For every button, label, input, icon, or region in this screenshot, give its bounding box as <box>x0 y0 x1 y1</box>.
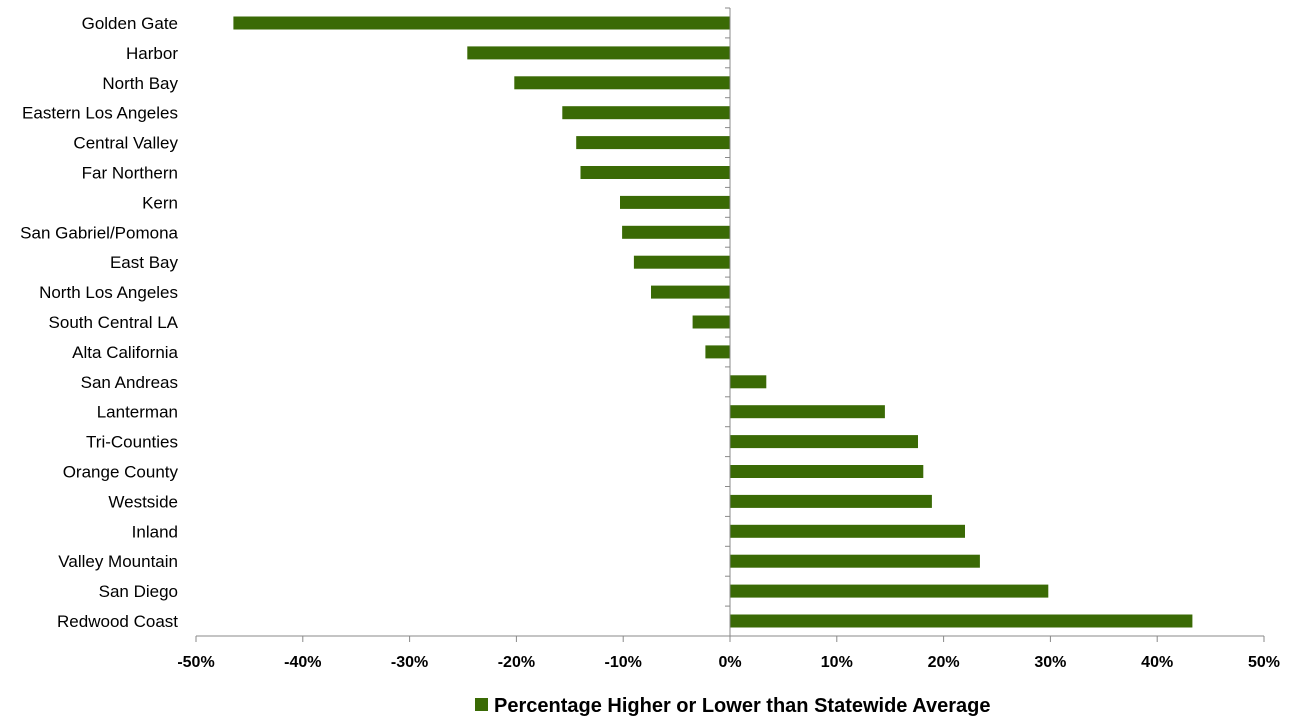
bar-orange-county <box>730 465 924 478</box>
category-label: Lanterman <box>97 403 178 422</box>
category-label: Alta California <box>72 343 178 362</box>
category-label: Central Valley <box>73 134 178 153</box>
bar-valley-mountain <box>730 554 980 568</box>
x-tick-label: -50% <box>177 654 214 671</box>
category-label: San Diego <box>99 582 178 601</box>
category-label: Kern <box>142 193 178 212</box>
legend-swatch <box>475 698 488 711</box>
bar-san-diego <box>730 584 1049 598</box>
category-label: Inland <box>132 522 178 541</box>
bar-westside <box>730 494 932 508</box>
bar-alta-california <box>705 345 730 359</box>
bar-lanterman <box>730 405 885 419</box>
category-label: North Los Angeles <box>39 283 178 302</box>
x-tick-label: 20% <box>928 654 960 671</box>
category-label: San Gabriel/Pomona <box>20 223 178 242</box>
category-label: North Bay <box>102 74 178 93</box>
bar-harbor <box>467 46 730 60</box>
bar-eastern-los-angeles <box>562 106 730 120</box>
legend-label: Percentage Higher or Lower than Statewid… <box>494 695 990 716</box>
bar-redwood-coast <box>730 614 1193 628</box>
x-tick-label: -10% <box>605 654 642 671</box>
bars-group <box>233 16 1193 628</box>
category-label: Golden Gate <box>82 14 178 33</box>
bar-east-bay <box>633 255 730 269</box>
category-label: Redwood Coast <box>57 612 178 631</box>
bar-central-valley <box>576 136 730 150</box>
x-tick-label: 30% <box>1034 654 1066 671</box>
category-label: Tri-Counties <box>86 433 178 452</box>
bar-san-andreas <box>730 375 767 389</box>
tick-labels-group: -50% -40% -30% -20% -10% 0% 10% 20% 30% 40% 50% <box>177 654 1280 671</box>
category-label: Far Northern <box>82 164 178 183</box>
category-label: Eastern Los Angeles <box>22 104 178 123</box>
bar-san-gabriel-pomona <box>622 225 730 239</box>
category-label: Valley Mountain <box>58 552 178 571</box>
bar-golden-gate <box>233 16 730 30</box>
bar-north-los-angeles <box>651 285 730 299</box>
x-tick-label: 0% <box>718 654 741 671</box>
category-labels-group: Golden Gate Harbor North Bay Eastern Los An… <box>20 14 178 631</box>
x-tick-label: 10% <box>821 654 853 671</box>
bar-tri-counties <box>730 435 918 449</box>
category-label: San Andreas <box>81 373 178 392</box>
category-label: South Central LA <box>49 313 179 332</box>
category-label: Orange County <box>63 463 179 482</box>
category-label: Harbor <box>126 44 178 63</box>
category-label: Westside <box>108 492 178 511</box>
x-tick-label: -30% <box>391 654 428 671</box>
bar-north-bay <box>514 76 730 90</box>
bar-kern <box>620 195 730 209</box>
bar-far-northern <box>580 166 730 179</box>
axes-group <box>195 7 1265 642</box>
bar-south-central-la <box>692 315 730 329</box>
x-tick-label: -40% <box>284 654 321 671</box>
x-tick-label: 40% <box>1141 654 1173 671</box>
bar-inland <box>730 524 965 538</box>
category-label: East Bay <box>110 253 179 272</box>
x-tick-label: -20% <box>498 654 535 671</box>
x-tick-label: 50% <box>1248 654 1280 671</box>
legend: Percentage Higher or Lower than Statewid… <box>475 695 990 716</box>
